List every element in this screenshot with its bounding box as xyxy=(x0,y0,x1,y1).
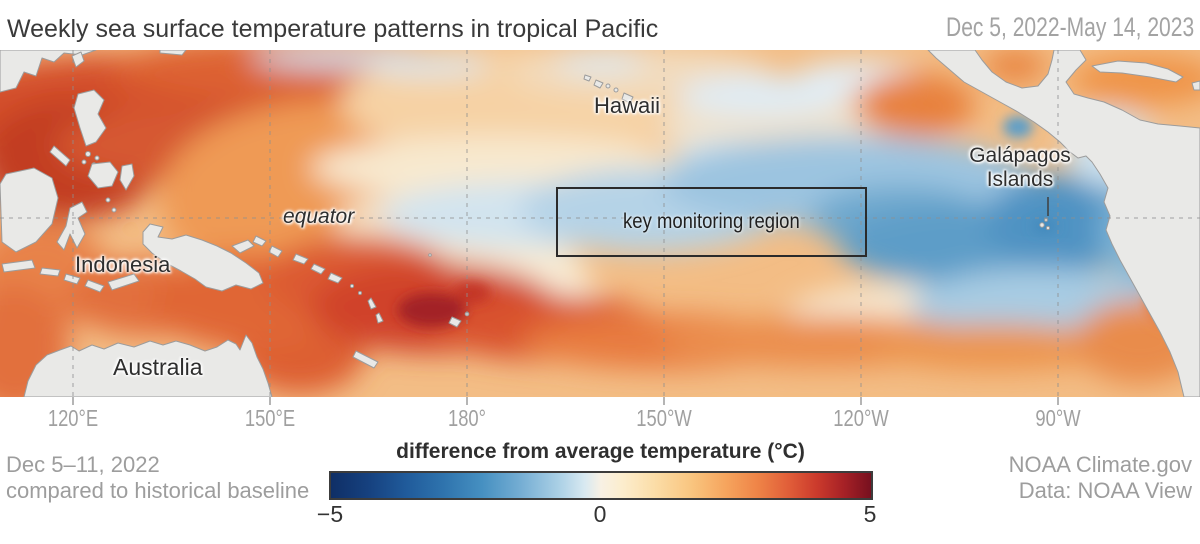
hawaii-label: Hawaii xyxy=(594,93,661,118)
page-title: Weekly sea surface temperature patterns … xyxy=(7,15,659,43)
colorbar-title: difference from average temperature (°C) xyxy=(396,440,805,463)
equator-label: equator xyxy=(283,205,355,228)
tick-label-120e: 120°E xyxy=(47,405,99,431)
land-layer xyxy=(0,50,1200,397)
tick-label-180: 180° xyxy=(447,405,487,431)
frame-info: Dec 5–11, 2022 compared to historical ba… xyxy=(6,452,309,504)
tick-label-150w: 150°W xyxy=(636,405,692,431)
colorbar-mid-label: 0 xyxy=(593,501,607,527)
pacific-sst-map: Hawaii Galápagos Islands equator Indones… xyxy=(0,50,1200,397)
tick-mark xyxy=(72,397,74,405)
tick-mark xyxy=(1057,397,1059,405)
tick-label-150e: 150°E xyxy=(244,405,296,431)
sst-anomaly-field xyxy=(0,50,1200,397)
tick-label-90w: 90°W xyxy=(1035,405,1081,431)
tick-mark xyxy=(663,397,665,405)
ocean-anomaly-layer xyxy=(0,50,1200,397)
colorbar-max-label: 5 xyxy=(863,501,877,527)
indonesia-label: Indonesia xyxy=(75,252,171,277)
baseline-note: compared to historical baseline xyxy=(6,477,310,503)
credits: NOAA Climate.gov Data: NOAA View xyxy=(1009,452,1192,504)
frame-date: Dec 5–11, 2022 xyxy=(6,452,160,477)
credit-data: Data: NOAA View xyxy=(1018,477,1192,503)
graticule-layer xyxy=(0,50,1200,397)
australia-label: Australia xyxy=(113,354,203,380)
credit-source: NOAA Climate.gov xyxy=(1008,452,1192,477)
galapagos-label-line1: Galápagos xyxy=(969,144,1071,167)
tick-mark xyxy=(269,397,271,405)
key-monitoring-region-box: key monitoring region xyxy=(556,187,867,257)
tick-mark xyxy=(860,397,862,405)
key-monitoring-region-label: key monitoring region xyxy=(623,210,800,233)
tick-mark xyxy=(466,397,468,405)
colorbar xyxy=(329,471,873,500)
galapagos-label: Galápagos Islands xyxy=(953,144,1087,191)
tick-label-120w: 120°W xyxy=(833,405,889,431)
galapagos-label-line2: Islands xyxy=(986,167,1054,191)
animation-date-range: Dec 5, 2022-May 14, 2023 xyxy=(945,12,1194,42)
colorbar-min-label: −5 xyxy=(316,501,344,527)
